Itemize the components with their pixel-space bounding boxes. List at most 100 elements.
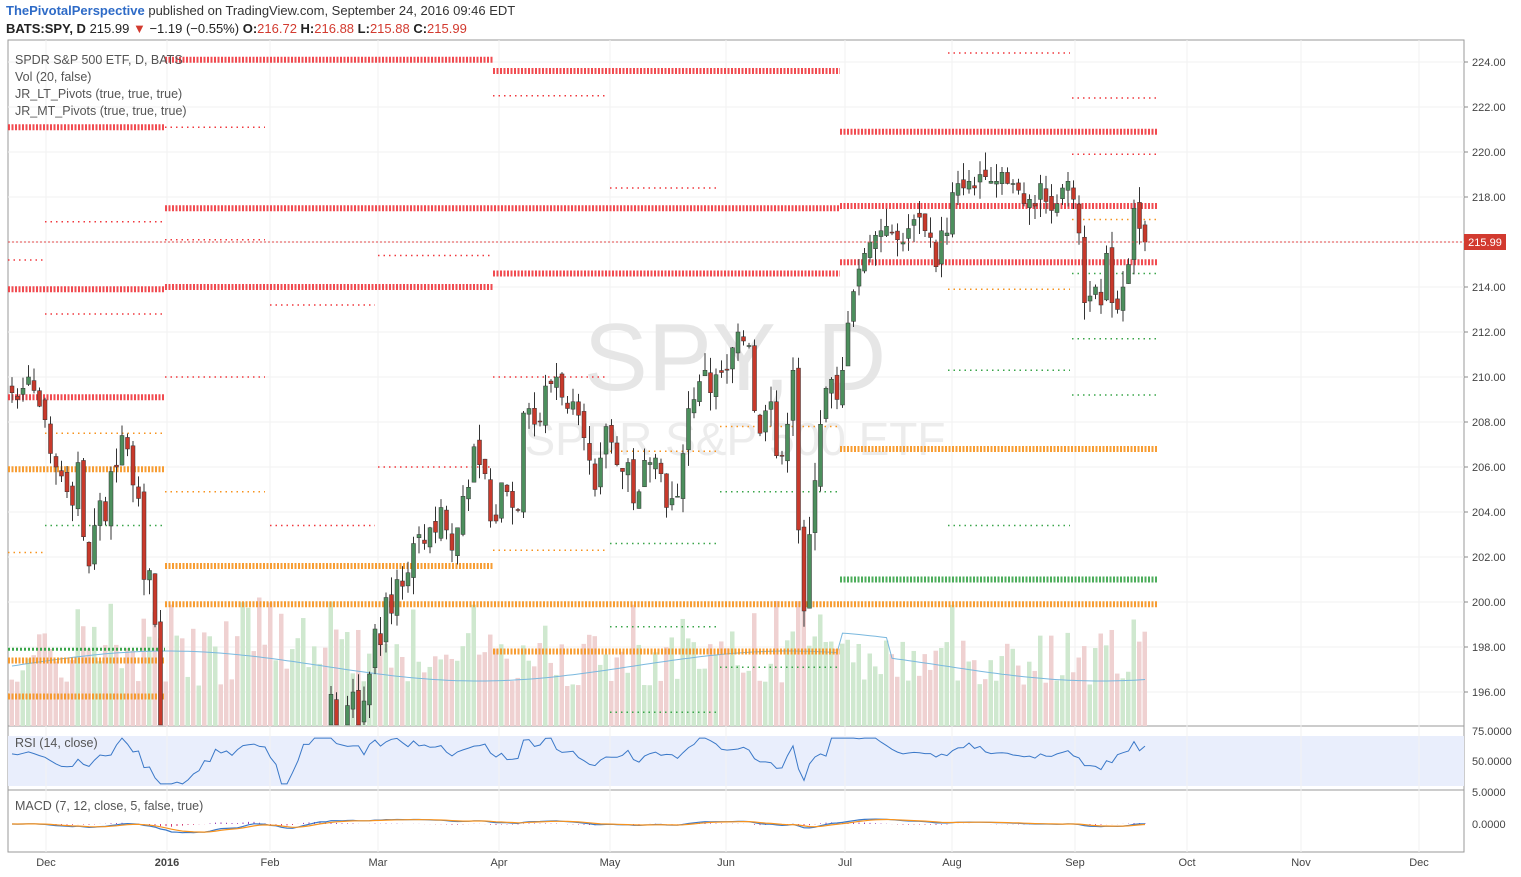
candle-body [779,455,785,457]
candle-body [532,408,537,425]
price-tick-label: 212.00 [1472,327,1506,339]
price-tick-label: 196.00 [1472,687,1506,699]
volume-bar [444,654,449,726]
candle-body [1120,286,1126,311]
candle-body [587,443,592,461]
candle-body [114,464,119,468]
volume-bar [906,680,911,726]
volume-bar [1115,673,1120,726]
volume-bar [108,603,113,726]
volume-bar [125,648,130,726]
candle-body [1082,236,1087,304]
volume-bar [812,636,817,726]
grid [8,40,1464,852]
candle-body [796,367,801,531]
volume-bar [840,643,845,726]
candle-body [906,228,911,239]
volume-bar [669,637,674,726]
candle-body [730,347,735,370]
rsi-plot: 75.0000 50.0000 5.0000 [11,726,1512,799]
volume-bar [1032,670,1037,726]
close-label: C: [413,21,428,36]
volume-bar [42,633,47,726]
candle-body [713,374,719,397]
candle-body [702,370,708,377]
candle-body [119,435,125,466]
volume-bar [81,626,86,726]
volume-bars [9,597,1147,726]
candle-body [125,437,130,450]
volume-bar [196,685,201,726]
candle-body [834,374,840,400]
candle-body [477,439,482,465]
candle-body [471,446,477,483]
candle-body [537,420,543,423]
candle-body [400,580,405,587]
rsi-tick-label: 75.0000 [1472,726,1512,738]
volume-bar [202,632,207,726]
volume-bar [103,645,108,726]
volume-bar [796,601,801,726]
volume-bar [1142,631,1147,726]
volume-bar [889,654,894,726]
volume-bar [719,641,724,726]
candle-body [1060,187,1065,199]
candle-body [345,705,350,726]
volume-bar [251,651,256,726]
publisher-name[interactable]: ThePivotalPerspective [6,3,145,18]
volume-bar [592,636,597,726]
candle-body [1093,286,1098,295]
volume-bar [229,679,234,726]
candle-body [559,373,565,398]
volume-bar [807,645,812,726]
candle-body [746,345,752,347]
candle-body [455,527,460,556]
volume-bar [741,672,746,726]
candle-body [515,509,521,511]
candle-body [686,408,691,451]
candle-body [856,268,862,287]
volume-bar [372,633,377,726]
candle-body [988,181,994,184]
symbol: BATS:SPY, D [6,21,86,36]
volume-bar [455,660,460,726]
candle-body [922,213,928,232]
price-tick-label: 198.00 [1472,642,1506,654]
candle-body [1027,199,1032,208]
volume-bar [1082,646,1087,726]
candle-body [840,370,845,406]
volume-bar [141,618,146,726]
time-tick-label: Mar [369,857,388,869]
volume-bar [548,662,553,726]
volume-bar [697,668,702,726]
candle-body [895,230,900,240]
candle-body [592,463,598,490]
candle-body [48,423,53,454]
candle-body [504,484,510,492]
candle-body [675,496,680,498]
volume-bar [554,674,559,726]
candle-body [130,445,136,486]
time-tick-label: Dec [1409,857,1429,869]
candle-body [961,179,966,189]
price-axis: 224.00222.00220.00218.00216.00214.00212.… [1464,57,1506,699]
candle-body [466,487,471,500]
candle-body [328,694,334,726]
price-tick-label: 220.00 [1472,147,1506,159]
candle-body [361,700,367,723]
low-label: L: [357,21,370,36]
candle-body [1126,264,1131,284]
volume-bar [317,663,322,726]
volume-bar [686,638,691,726]
candle-body [86,542,92,567]
volume-bar [477,654,482,726]
volume-bar [147,636,152,726]
candle-body [42,399,48,420]
price-tick-label: 204.00 [1472,507,1506,519]
volume-bar [966,661,971,726]
volume-bar [257,597,262,726]
candle-body [620,468,625,472]
volume-bar [922,654,927,726]
publish-line: ThePivotalPerspective published on Tradi… [6,3,515,18]
